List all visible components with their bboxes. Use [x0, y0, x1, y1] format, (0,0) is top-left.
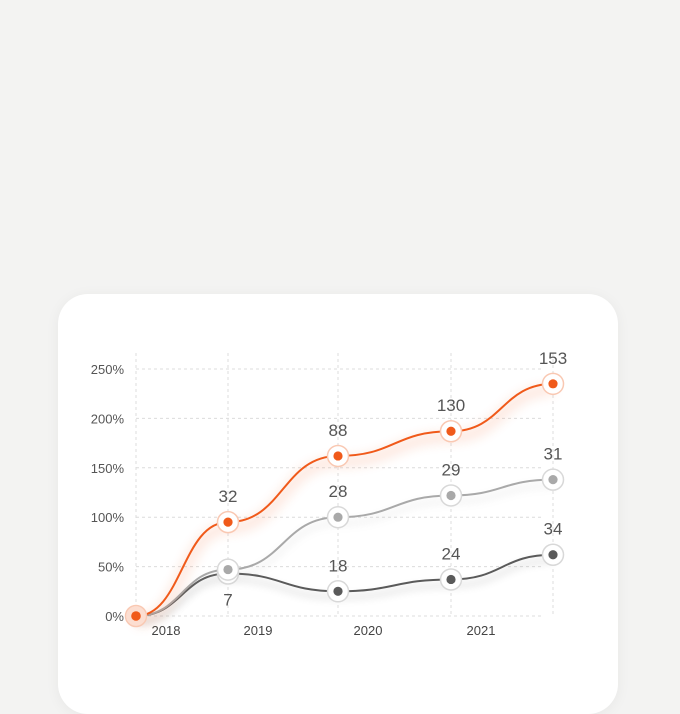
data-label: 31 — [544, 445, 563, 464]
data-label: 153 — [539, 349, 567, 368]
data-point — [548, 475, 558, 485]
grid — [135, 353, 554, 617]
series — [124, 372, 565, 628]
data-label: 28 — [329, 482, 348, 501]
data-label: 24 — [442, 544, 461, 563]
data-point — [446, 426, 456, 436]
data-point — [446, 490, 456, 501]
data-label: 29 — [442, 460, 461, 479]
data-label: 18 — [329, 556, 348, 575]
data-label: 130 — [437, 396, 465, 415]
data-label: 88 — [329, 421, 348, 440]
data-point — [548, 379, 558, 389]
data-point — [333, 451, 343, 461]
line-chart: 0% 50% 100% 150% 200% 250% 2018 2019 2020 2021 7 1… — [91, 349, 568, 638]
x-tick-label: 2019 — [244, 623, 273, 638]
data-point — [548, 550, 558, 560]
data-labels: 7 18 24 34 28 29 31 32 88 130 153 — [219, 349, 568, 610]
series-line-shadow — [135, 483, 554, 624]
data-label: 34 — [544, 520, 563, 539]
y-tick-label: 150% — [91, 461, 125, 476]
data-label: 32 — [219, 487, 238, 506]
data-label: 7 — [223, 591, 232, 610]
x-tick-label: 2020 — [354, 623, 383, 638]
chart-card: 0% 50% 100% 150% 200% 250% 2018 2019 2020 2021 7 1… — [58, 294, 618, 714]
data-point — [223, 564, 233, 575]
x-tick-label: 2018 — [152, 623, 181, 638]
y-tick-label: 0% — [105, 609, 124, 624]
data-point — [333, 512, 343, 522]
data-point — [333, 586, 343, 596]
data-point — [223, 517, 233, 527]
origin-point — [131, 611, 141, 621]
y-tick-label: 50% — [98, 560, 124, 575]
y-tick-label: 100% — [91, 510, 125, 525]
y-tick-label: 200% — [91, 411, 125, 426]
y-tick-label: 250% — [91, 362, 125, 377]
data-point — [446, 574, 456, 585]
x-tick-label: 2021 — [467, 623, 496, 638]
axes: 0% 50% 100% 150% 200% 250% 2018 2019 2020 2021 — [91, 362, 496, 638]
